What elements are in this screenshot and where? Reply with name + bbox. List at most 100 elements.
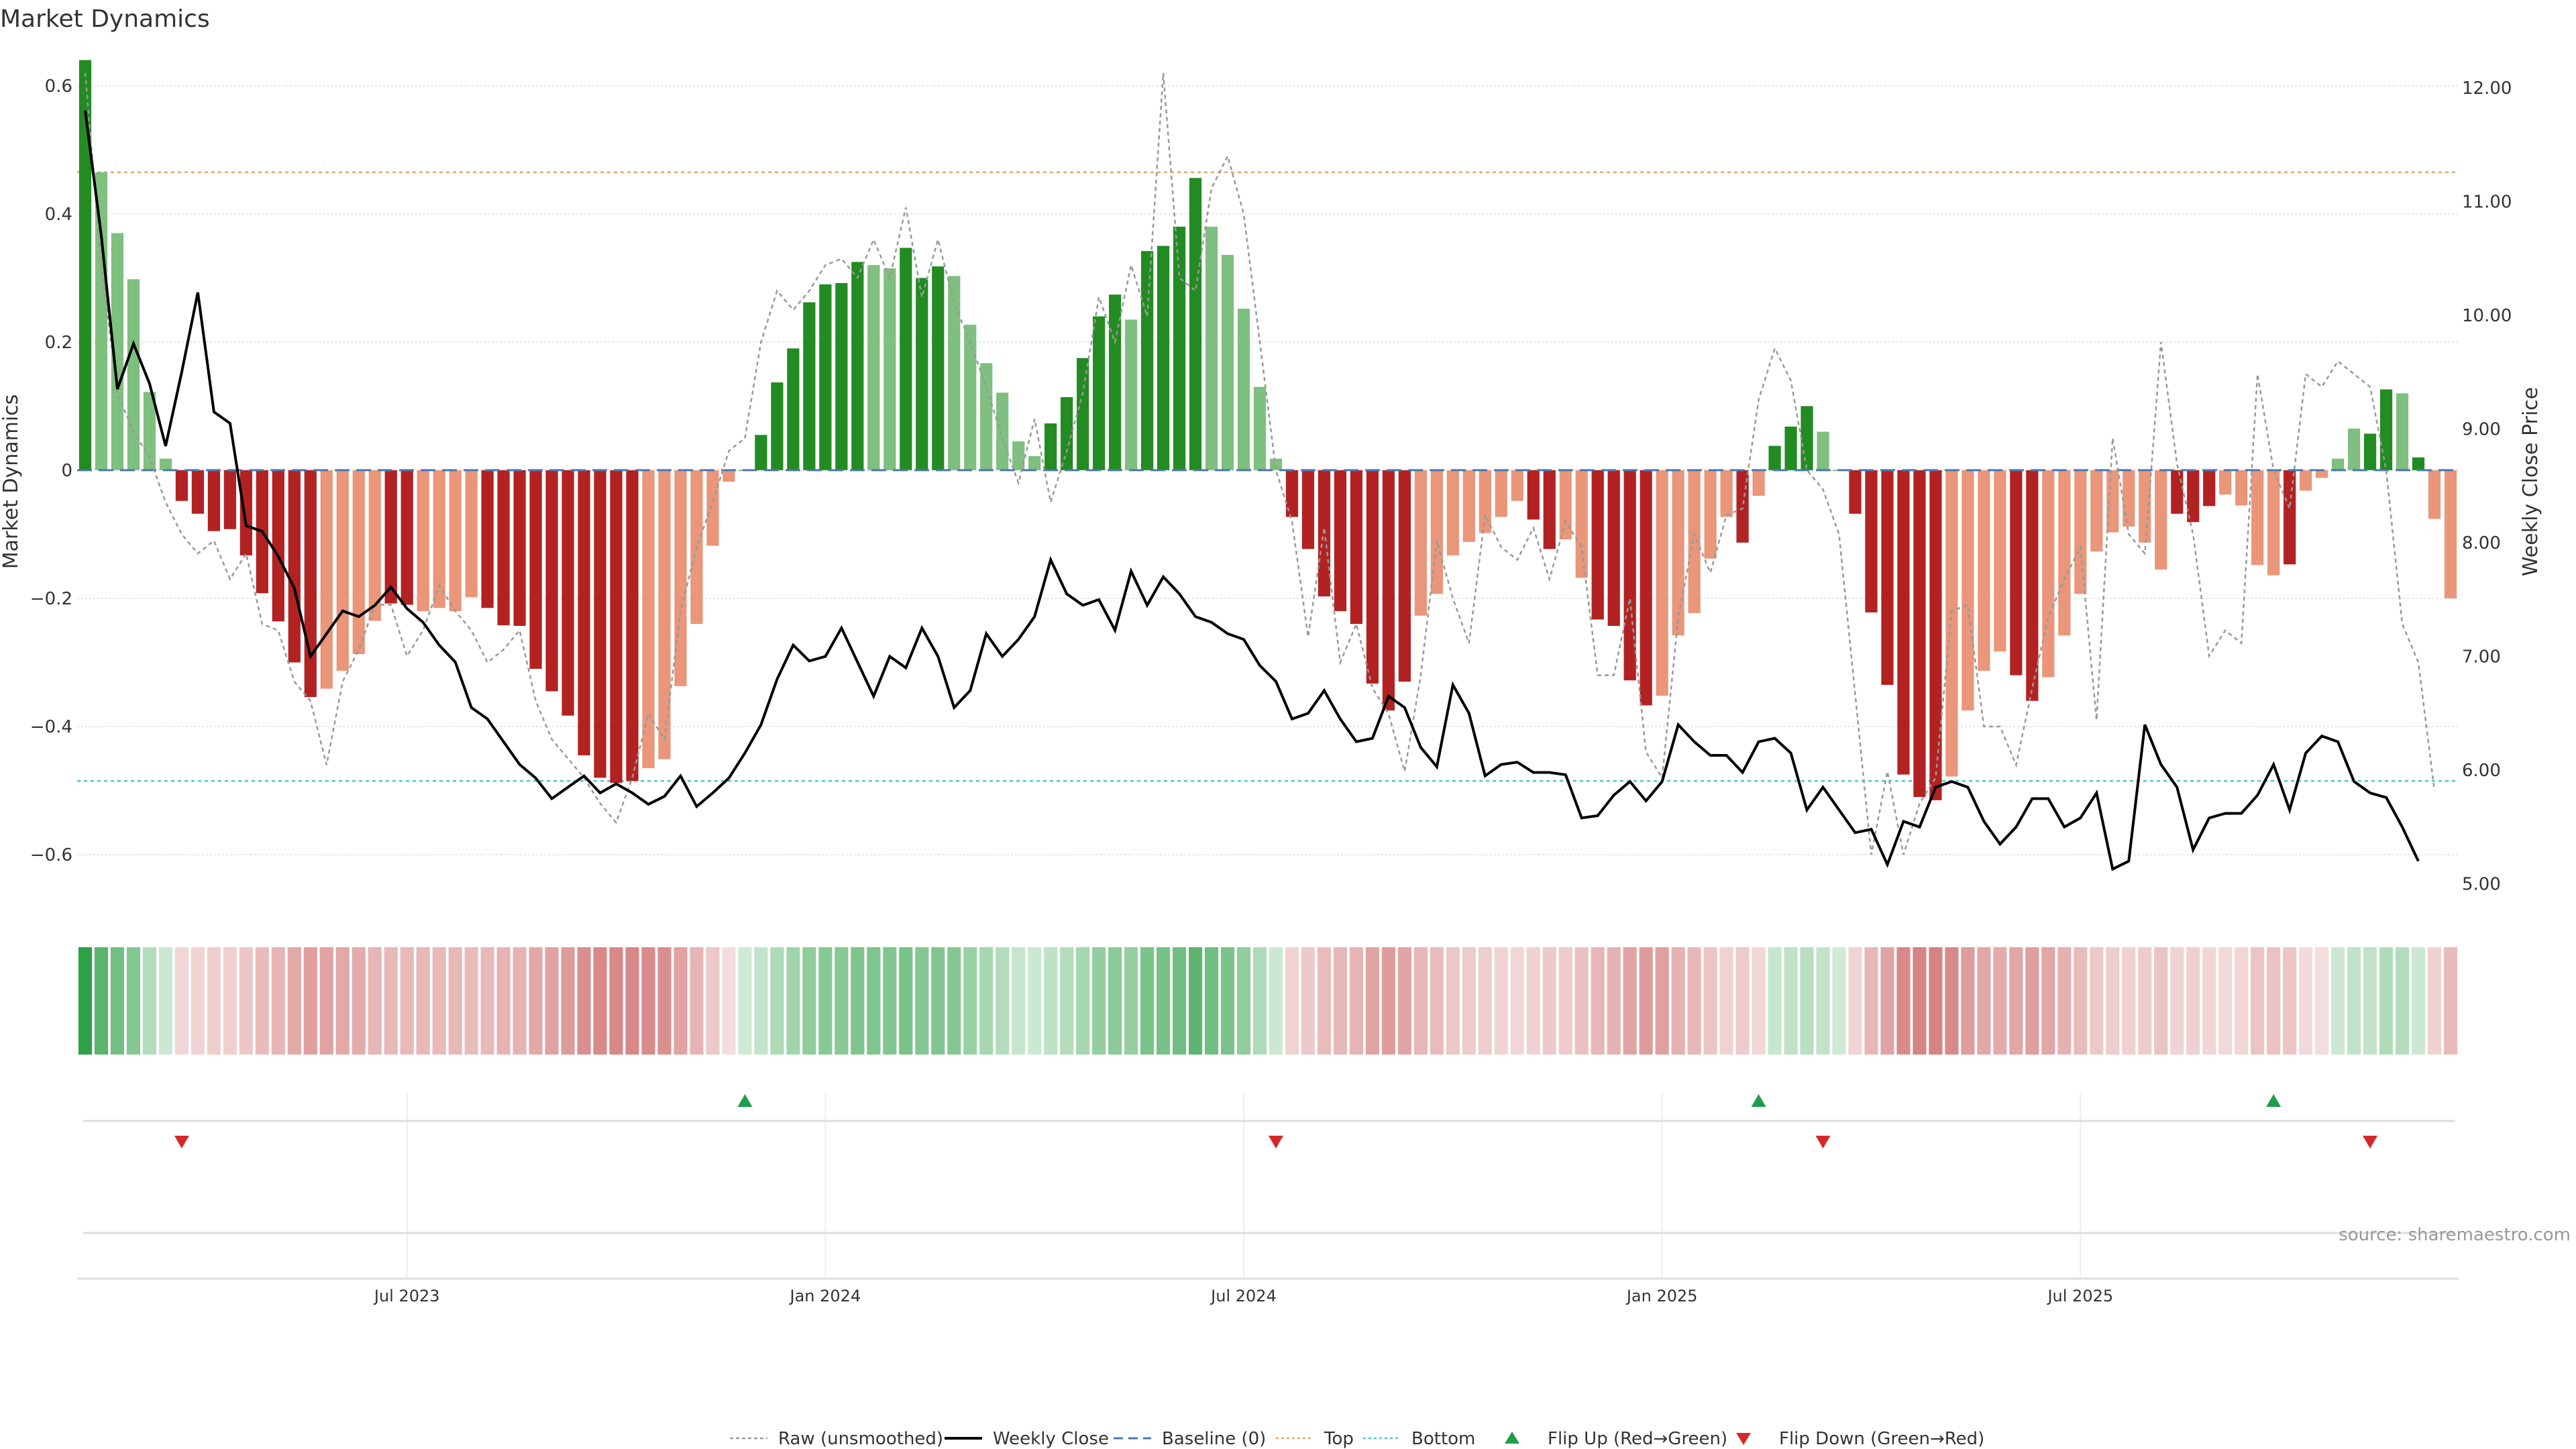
right-axis-label: Weekly Close Price	[2519, 387, 2542, 576]
market-dynamics-bar	[1656, 470, 1668, 696]
heat-strip-cell	[1478, 947, 1492, 1055]
heat-strip-cell	[947, 947, 961, 1055]
heat-strip-cell	[1124, 947, 1138, 1055]
x-tick-label: Jul 2023	[373, 1287, 440, 1305]
heat-strip-cell	[1365, 947, 1379, 1055]
flip-up-marker	[2266, 1094, 2282, 1107]
heat-strip-cell	[931, 947, 945, 1055]
market-dynamics-bar	[1012, 441, 1025, 470]
heat-strip-cell	[1929, 947, 1943, 1055]
heat-strip-cell	[1157, 947, 1171, 1055]
heat-strip-cell	[223, 947, 237, 1055]
market-dynamics-bar	[1913, 470, 1926, 798]
flip-up-marker	[737, 1094, 753, 1107]
market-dynamics-bar	[1334, 470, 1347, 612]
market-dynamics-bar	[1414, 470, 1427, 616]
market-dynamics-bar	[2444, 470, 2457, 598]
legend-label: Top	[1324, 1429, 1354, 1449]
legend-label: Raw (unsmoothed)	[778, 1429, 943, 1449]
market-dynamics-bar	[578, 470, 590, 755]
market-dynamics-bar	[320, 470, 333, 689]
x-tick-label: Jan 2024	[789, 1287, 861, 1305]
market-dynamics-bar	[239, 470, 252, 555]
right-tick-label: 9.00	[2462, 419, 2501, 439]
heat-strip-cell	[1945, 947, 1959, 1055]
heat-strip-cell	[271, 947, 285, 1055]
flip-down-marker	[174, 1136, 189, 1148]
market-dynamics-bar	[497, 470, 510, 626]
market-dynamics-bar	[2284, 470, 2296, 565]
heat-strip-cell	[883, 947, 897, 1055]
market-dynamics-bar	[78, 60, 92, 470]
heat-strip-cell	[303, 947, 317, 1055]
heat-strip-cell	[609, 947, 623, 1055]
market-dynamics-bar	[1720, 470, 1733, 517]
right-tick-label: 10.00	[2462, 306, 2512, 326]
market-dynamics-bar	[2412, 457, 2425, 470]
legend-label: Weekly Close	[993, 1429, 1109, 1449]
market-dynamics-bar	[433, 470, 445, 608]
heat-strip-cell	[432, 947, 446, 1055]
market-dynamics-bar	[1704, 470, 1717, 559]
heat-strip-cell	[2122, 947, 2136, 1055]
market-dynamics-bar	[1672, 470, 1684, 636]
legend-label: Flip Down (Green→Red)	[1779, 1429, 1984, 1449]
market-dynamics-bar	[2219, 470, 2232, 495]
left-tick-label: 0.6	[45, 76, 72, 97]
heat-strip-cell	[2106, 947, 2120, 1055]
heat-strip-cell	[1333, 947, 1348, 1055]
market-dynamics-bar	[2042, 470, 2055, 678]
market-dynamics-bar	[529, 470, 542, 669]
heat-strip-cell	[1494, 947, 1508, 1055]
market-dynamics-bar	[1994, 470, 2006, 652]
market-dynamics-bar	[1366, 470, 1379, 684]
market-dynamics-bar	[400, 470, 413, 605]
market-dynamics-bar	[1301, 470, 1315, 549]
heat-strip-cell	[2074, 947, 2088, 1055]
market-dynamics-bar	[417, 470, 429, 612]
heat-strip-cell	[963, 947, 977, 1055]
heat-strip-cell	[835, 947, 849, 1055]
heat-strip-cell	[78, 947, 93, 1055]
market-dynamics-bar	[2187, 470, 2200, 523]
heat-strip-cell	[1028, 947, 1042, 1055]
market-dynamics-bar	[1688, 470, 1701, 613]
heat-strip-cell	[1397, 947, 1411, 1055]
heat-strip-cell	[1381, 947, 1395, 1055]
market-dynamics-bar	[722, 470, 735, 482]
market-dynamics-bar	[916, 278, 928, 470]
heat-strip-cell	[2218, 947, 2233, 1055]
legend-label: Flip Up (Red→Green)	[1548, 1429, 1727, 1449]
market-dynamics-bar	[932, 266, 945, 470]
legend-flip-down-icon	[1736, 1433, 1751, 1445]
right-tick-label: 6.00	[2462, 761, 2501, 781]
market-dynamics-bar	[127, 279, 140, 470]
heat-strip-cell	[287, 947, 301, 1055]
market-dynamics-bar	[1929, 470, 1942, 800]
heat-strip-cell	[319, 947, 333, 1055]
left-axis-label: Market Dynamics	[0, 394, 23, 570]
x-tick-label: Jul 2024	[1210, 1287, 1277, 1305]
heat-strip-cell	[1832, 947, 1846, 1055]
market-dynamics-bar	[2074, 470, 2087, 594]
heat-strip-cell	[2379, 947, 2394, 1055]
heat-strip-cell	[1848, 947, 1862, 1055]
market-dynamics-bar	[1028, 455, 1041, 470]
heat-strip-cell	[94, 947, 109, 1055]
heat-strip-cell	[400, 947, 414, 1055]
heat-strip-cell	[1140, 947, 1155, 1055]
market-dynamics-bar	[1623, 470, 1636, 681]
legend-flip-down: Flip Down (Green→Red)	[1736, 1429, 1984, 1449]
heat-strip-cell	[1462, 947, 1476, 1055]
heat-strip-cell	[738, 947, 752, 1055]
heat-strip-cell	[335, 947, 350, 1055]
market-dynamics-bar	[1768, 445, 1781, 470]
market-dynamics-bar	[1350, 470, 1363, 625]
heat-strip-cell	[2025, 947, 2039, 1055]
x-axis-ticks: Jul 2023 Jan 2024 Jul 2024 Jan 2025 Jul 2025	[373, 1287, 2113, 1305]
heat-strip-cell	[2090, 947, 2104, 1055]
heat-strip-cell	[1092, 947, 1106, 1055]
market-dynamics-bar	[1543, 470, 1556, 549]
market-dynamics-bar	[2010, 470, 2023, 676]
market-dynamics-bar	[513, 470, 526, 627]
